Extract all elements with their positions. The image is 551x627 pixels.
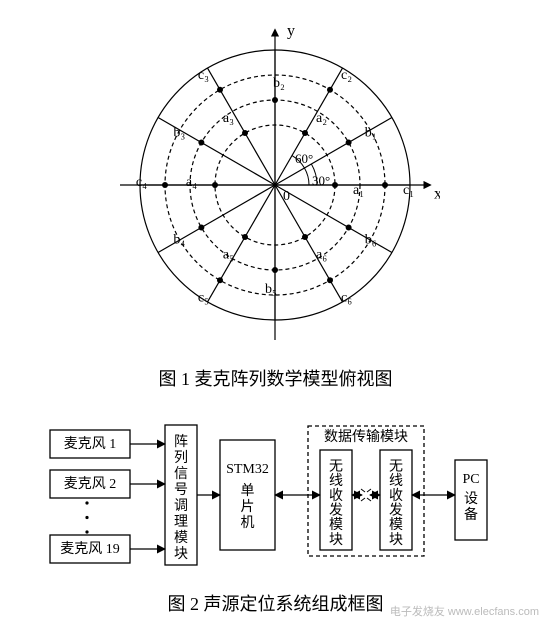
svg-text:阵: 阵 — [174, 434, 188, 450]
svg-text:片: 片 — [241, 499, 255, 515]
svg-text:a₆: a₆ — [316, 247, 327, 262]
svg-text:a₅: a₅ — [223, 247, 234, 262]
svg-text:c₄: c₄ — [136, 175, 147, 190]
svg-text:模: 模 — [174, 530, 188, 546]
svg-text:麦克风 2: 麦克风 2 — [64, 476, 117, 492]
svg-text:c₅: c₅ — [198, 291, 209, 306]
figure-1-caption: 图 1 麦克阵列数学模型俯视图 — [0, 365, 551, 391]
svg-text:设: 设 — [464, 491, 478, 507]
svg-text:麦克风 1: 麦克风 1 — [64, 436, 117, 452]
svg-text:数据传输模块: 数据传输模块 — [324, 429, 408, 445]
svg-text:列: 列 — [174, 450, 188, 466]
svg-text:麦克风 19: 麦克风 19 — [60, 541, 120, 557]
svg-text:a₂: a₂ — [316, 111, 327, 126]
svg-text:块: 块 — [329, 532, 343, 548]
svg-text:b₂: b₂ — [273, 76, 285, 91]
svg-text:块: 块 — [174, 546, 188, 562]
svg-text:线: 线 — [389, 473, 403, 489]
svg-text:a₁: a₁ — [353, 183, 364, 198]
svg-text:a₄: a₄ — [186, 175, 197, 190]
svg-text:模: 模 — [389, 517, 403, 533]
system-block-svg: 数据传输模块麦克风 1麦克风 2麦克风 19阵列信号调理模块STM32单片机无线… — [45, 415, 505, 580]
svg-text:60°: 60° — [295, 151, 313, 166]
svg-text:c₂: c₂ — [341, 68, 352, 83]
svg-text:PC: PC — [462, 472, 479, 487]
svg-text:a₃: a₃ — [223, 111, 234, 126]
svg-text:块: 块 — [389, 532, 403, 548]
svg-text:理: 理 — [174, 515, 188, 530]
svg-text:信: 信 — [174, 466, 188, 482]
figure-1-diagram: xy030°60°a₁a₂a₃a₄a₅a₆b₁b₂b₃b₄b₅b₆c₁c₂c₃c… — [110, 20, 440, 350]
svg-text:c₁: c₁ — [403, 183, 414, 198]
svg-text:STM32: STM32 — [226, 462, 269, 477]
svg-text:收: 收 — [329, 488, 343, 504]
svg-text:b₆: b₆ — [365, 233, 377, 248]
svg-text:调: 调 — [174, 498, 188, 514]
svg-text:30°: 30° — [312, 173, 330, 188]
svg-text:无: 无 — [389, 460, 403, 475]
svg-text:机: 机 — [241, 515, 255, 531]
svg-text:线: 线 — [329, 473, 343, 489]
mic-array-svg: xy030°60°a₁a₂a₃a₄a₅a₆b₁b₂b₃b₄b₅b₆c₁c₂c₃c… — [110, 20, 440, 350]
svg-text:备: 备 — [464, 506, 478, 523]
svg-text:号: 号 — [174, 483, 188, 498]
svg-text:c₃: c₃ — [198, 68, 209, 83]
svg-text:y: y — [287, 23, 295, 40]
svg-text:b₁: b₁ — [365, 126, 377, 141]
figure-2-diagram: 数据传输模块麦克风 1麦克风 2麦克风 19阵列信号调理模块STM32单片机无线… — [45, 415, 505, 580]
watermark: 电子发烧友 www.elecfans.com — [390, 603, 539, 619]
svg-text:发: 发 — [329, 503, 343, 519]
svg-text:c₆: c₆ — [341, 291, 352, 306]
svg-text:收: 收 — [389, 488, 403, 504]
svg-text:b₃: b₃ — [173, 126, 185, 141]
svg-text:无: 无 — [329, 460, 343, 475]
svg-text:x: x — [434, 186, 440, 203]
svg-text:b₄: b₄ — [173, 233, 185, 248]
svg-text:单: 单 — [241, 483, 255, 499]
svg-text:模: 模 — [329, 517, 343, 533]
svg-text:发: 发 — [389, 503, 403, 519]
svg-text:b₅: b₅ — [265, 282, 277, 297]
